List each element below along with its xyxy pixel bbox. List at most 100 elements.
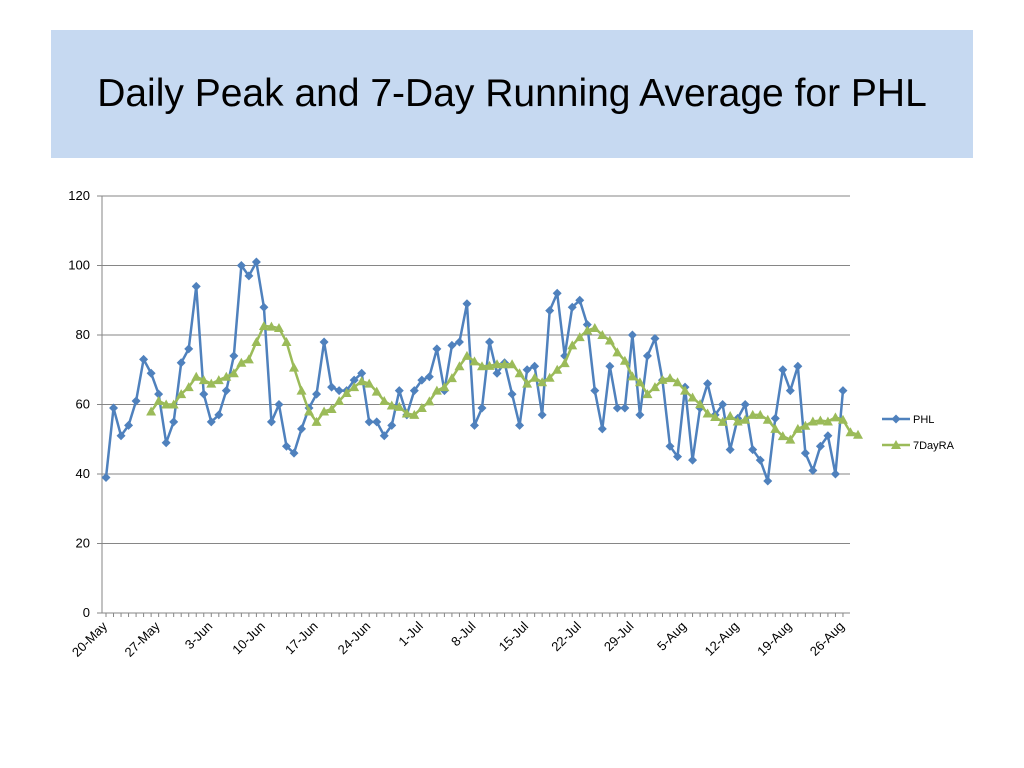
data-point-PHL: [748, 445, 758, 455]
data-point-PHL: [372, 417, 382, 427]
data-point-PHL: [236, 261, 246, 270]
data-point-7DayRA: [717, 416, 728, 426]
data-point-7DayRA: [334, 396, 345, 406]
data-point-PHL: [485, 337, 495, 347]
title-banner: Daily Peak and 7-Day Running Average for…: [51, 30, 973, 158]
data-point-7DayRA: [514, 368, 525, 378]
data-point-7DayRA: [695, 399, 706, 409]
data-point-7DayRA: [228, 368, 239, 378]
data-point-PHL: [109, 403, 119, 413]
data-point-PHL: [515, 420, 525, 430]
data-point-PHL: [612, 403, 622, 413]
data-point-PHL: [627, 330, 637, 340]
data-point-7DayRA: [409, 409, 420, 419]
data-point-7DayRA: [213, 375, 224, 385]
data-point-PHL: [740, 400, 750, 409]
data-point-7DayRA: [416, 402, 427, 412]
data-point-PHL: [259, 302, 269, 312]
y-tick-label: 80: [76, 327, 90, 342]
data-point-PHL: [161, 438, 171, 448]
x-tick-label: 5-Aug: [654, 619, 689, 654]
x-tick-label: 27-May: [121, 618, 163, 660]
data-point-7DayRA: [522, 378, 533, 388]
data-point-PHL: [424, 372, 434, 382]
data-point-PHL: [274, 400, 284, 409]
y-tick-label: 0: [83, 605, 90, 620]
data-point-7DayRA: [356, 376, 367, 386]
legend-label: PHL: [913, 414, 934, 426]
data-point-PHL: [349, 375, 359, 385]
data-point-7DayRA: [649, 382, 660, 392]
data-point-PHL: [364, 417, 374, 427]
data-point-PHL: [530, 361, 540, 371]
data-point-PHL: [763, 476, 773, 486]
data-point-PHL: [462, 299, 472, 309]
data-point-7DayRA: [619, 355, 630, 365]
data-point-PHL: [755, 455, 765, 465]
data-point-7DayRA: [477, 361, 487, 371]
data-point-PHL: [770, 413, 780, 423]
data-point-PHL: [206, 417, 216, 427]
data-point-7DayRA: [822, 416, 833, 426]
x-tick-label: 12-Aug: [702, 619, 742, 659]
data-point-7DayRA: [680, 385, 691, 395]
data-point-PHL: [447, 340, 457, 350]
legend-marker-PHL: [891, 414, 901, 424]
data-point-7DayRA: [461, 350, 472, 360]
data-point-7DayRA: [837, 414, 848, 424]
data-point-PHL: [830, 469, 840, 479]
data-point-7DayRA: [642, 389, 653, 399]
data-point-7DayRA: [830, 412, 841, 422]
data-point-7DayRA: [507, 359, 518, 369]
data-point-PHL: [815, 441, 825, 451]
x-tick-label: 3-Jun: [182, 619, 216, 653]
data-point-7DayRA: [446, 373, 457, 383]
x-tick-label: 22-Jul: [548, 618, 584, 654]
data-point-PHL: [785, 386, 795, 396]
data-point-PHL: [567, 302, 577, 312]
data-point-7DayRA: [251, 336, 262, 346]
y-tick-label: 100: [68, 258, 90, 273]
data-point-7DayRA: [567, 340, 578, 350]
data-point-PHL: [176, 358, 186, 368]
data-point-7DayRA: [221, 371, 232, 381]
data-point-7DayRA: [725, 410, 736, 420]
data-point-PHL: [154, 389, 164, 399]
data-point-PHL: [394, 386, 404, 396]
data-point-7DayRA: [341, 388, 352, 398]
data-point-PHL: [221, 386, 231, 396]
x-tick-label: 20-May: [69, 618, 111, 660]
data-point-PHL: [545, 306, 555, 316]
data-point-PHL: [432, 344, 442, 354]
data-point-PHL: [199, 389, 209, 399]
data-point-PHL: [552, 288, 562, 298]
data-point-7DayRA: [807, 416, 818, 426]
data-point-7DayRA: [792, 423, 803, 433]
data-point-7DayRA: [597, 330, 608, 339]
legend-marker-7DayRA: [891, 440, 901, 449]
data-point-7DayRA: [191, 371, 202, 381]
data-point-7DayRA: [311, 416, 322, 426]
data-point-7DayRA: [732, 416, 743, 426]
data-point-7DayRA: [319, 406, 330, 416]
data-point-PHL: [191, 281, 201, 291]
data-point-7DayRA: [853, 429, 863, 439]
data-point-7DayRA: [281, 336, 292, 346]
data-point-7DayRA: [657, 374, 668, 384]
data-point-7DayRA: [762, 414, 773, 424]
data-point-7DayRA: [537, 377, 548, 387]
data-point-7DayRA: [589, 323, 600, 333]
y-tick-label: 20: [76, 536, 90, 551]
data-point-PHL: [808, 466, 818, 476]
data-point-PHL: [454, 337, 464, 347]
data-point-7DayRA: [484, 360, 495, 370]
data-point-7DayRA: [153, 396, 164, 406]
data-point-7DayRA: [672, 377, 683, 387]
data-point-7DayRA: [627, 371, 638, 381]
data-point-PHL: [665, 441, 675, 451]
data-point-7DayRA: [146, 406, 157, 416]
data-point-7DayRA: [800, 420, 811, 430]
data-point-PHL: [537, 410, 547, 420]
x-tick-label: 19-Aug: [754, 619, 794, 659]
